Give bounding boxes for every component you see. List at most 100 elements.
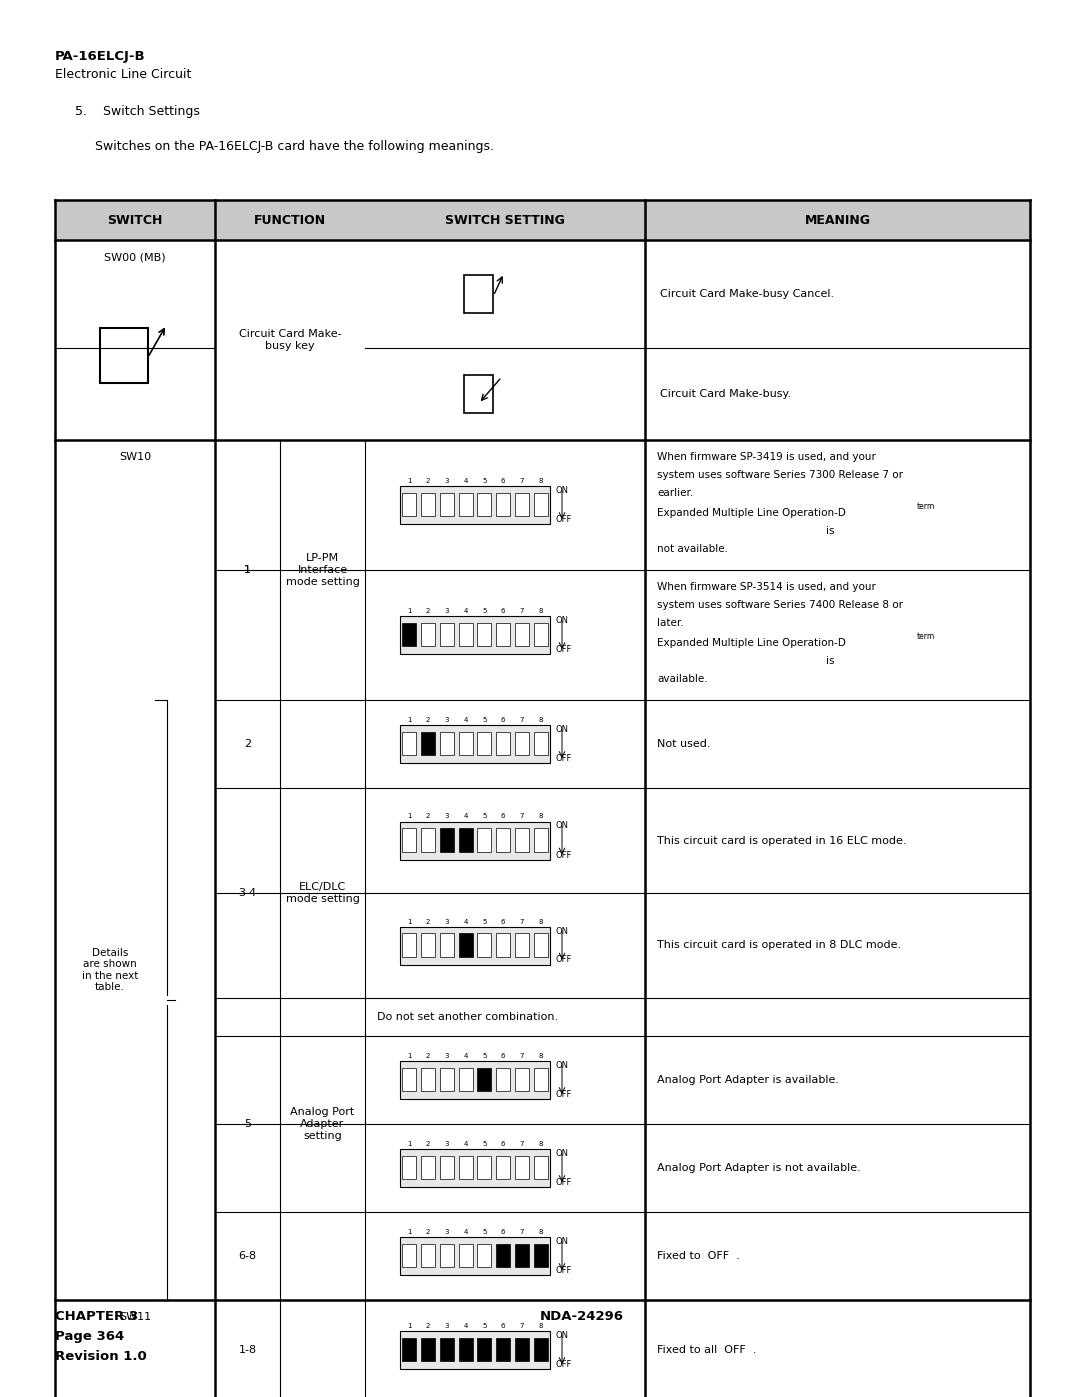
Text: 2: 2 xyxy=(426,813,430,820)
Bar xyxy=(440,828,454,852)
Bar xyxy=(477,732,491,756)
Text: later.: later. xyxy=(657,617,684,629)
Text: Analog Port Adapter is not available.: Analog Port Adapter is not available. xyxy=(657,1162,861,1173)
Bar xyxy=(459,493,473,517)
Bar xyxy=(534,828,548,852)
Text: term: term xyxy=(917,631,935,641)
Bar xyxy=(515,828,529,852)
Bar xyxy=(403,1155,417,1179)
Bar xyxy=(421,1155,435,1179)
Text: MEANING: MEANING xyxy=(805,214,870,226)
Bar xyxy=(496,493,510,517)
Bar xyxy=(400,486,550,524)
Text: Fixed to  OFF  .: Fixed to OFF . xyxy=(657,1250,740,1261)
Bar xyxy=(421,1067,435,1091)
Text: ON: ON xyxy=(555,616,568,624)
Bar xyxy=(403,623,417,647)
Text: Analog Port
Adapter
setting: Analog Port Adapter setting xyxy=(291,1108,354,1140)
Bar xyxy=(421,933,435,957)
Bar xyxy=(515,1155,529,1179)
Text: 6: 6 xyxy=(501,918,505,925)
Text: 2: 2 xyxy=(426,608,430,615)
Bar xyxy=(400,1331,550,1369)
Bar xyxy=(421,828,435,852)
Text: OFF: OFF xyxy=(555,956,571,964)
Text: ON: ON xyxy=(555,1060,568,1070)
Bar xyxy=(400,616,550,654)
Text: OFF: OFF xyxy=(555,515,571,524)
Text: 6: 6 xyxy=(501,1323,505,1329)
Bar xyxy=(464,374,494,414)
Text: This circuit card is operated in 8 DLC mode.: This circuit card is operated in 8 DLC m… xyxy=(657,940,901,950)
Text: SW10: SW10 xyxy=(119,453,151,462)
Text: 3: 3 xyxy=(445,1229,449,1235)
Text: 3: 3 xyxy=(445,1053,449,1059)
Text: 8: 8 xyxy=(538,478,543,483)
Text: 6: 6 xyxy=(501,478,505,483)
Bar xyxy=(440,623,454,647)
Bar xyxy=(477,1155,491,1179)
Bar xyxy=(403,828,417,852)
Text: 6: 6 xyxy=(501,813,505,820)
Text: 1: 1 xyxy=(407,1053,411,1059)
Bar xyxy=(496,1067,510,1091)
Text: Page 364: Page 364 xyxy=(55,1330,124,1343)
Text: 6: 6 xyxy=(501,1141,505,1147)
Bar xyxy=(477,493,491,517)
Text: 3: 3 xyxy=(445,1141,449,1147)
Text: 6: 6 xyxy=(501,1229,505,1235)
Bar xyxy=(459,1155,473,1179)
Text: 4: 4 xyxy=(463,608,468,615)
Text: 1: 1 xyxy=(407,918,411,925)
Text: 1: 1 xyxy=(407,608,411,615)
Text: 3: 3 xyxy=(445,813,449,820)
Text: is: is xyxy=(657,527,835,536)
Text: Circuit Card Make-busy Cancel.: Circuit Card Make-busy Cancel. xyxy=(660,289,834,299)
Bar xyxy=(440,1155,454,1179)
Bar xyxy=(400,1060,550,1099)
Bar xyxy=(440,933,454,957)
Bar xyxy=(459,732,473,756)
Text: CHAPTER 3: CHAPTER 3 xyxy=(55,1310,138,1323)
Text: LP-PM
Interface
mode setting: LP-PM Interface mode setting xyxy=(285,553,360,587)
Text: 7: 7 xyxy=(519,717,524,724)
Bar xyxy=(477,933,491,957)
Text: available.: available. xyxy=(657,673,707,685)
Bar xyxy=(477,1338,491,1362)
Bar xyxy=(534,1067,548,1091)
Bar xyxy=(477,1243,491,1267)
Text: 5: 5 xyxy=(482,813,487,820)
Text: SWITCH SETTING: SWITCH SETTING xyxy=(445,214,565,226)
Bar xyxy=(534,732,548,756)
Bar xyxy=(421,1243,435,1267)
Bar xyxy=(421,732,435,756)
Bar xyxy=(400,926,550,964)
Text: When firmware SP-3514 is used, and your: When firmware SP-3514 is used, and your xyxy=(657,583,876,592)
Bar xyxy=(403,732,417,756)
Text: 2: 2 xyxy=(426,918,430,925)
Text: 4: 4 xyxy=(463,1323,468,1329)
Text: When firmware SP-3419 is used, and your: When firmware SP-3419 is used, and your xyxy=(657,453,876,462)
Text: OFF: OFF xyxy=(555,645,571,654)
Text: ON: ON xyxy=(555,725,568,733)
Text: 8: 8 xyxy=(538,1323,543,1329)
Bar xyxy=(496,732,510,756)
Bar xyxy=(496,1338,510,1362)
Text: ON: ON xyxy=(555,821,568,830)
Text: 7: 7 xyxy=(519,478,524,483)
Text: 1: 1 xyxy=(407,1323,411,1329)
Bar xyxy=(440,1338,454,1362)
Text: SWITCH: SWITCH xyxy=(107,214,163,226)
Text: 5: 5 xyxy=(482,478,487,483)
Text: term: term xyxy=(917,502,935,511)
Bar xyxy=(440,1243,454,1267)
Bar xyxy=(403,1338,417,1362)
Text: PA-16ELCJ-B: PA-16ELCJ-B xyxy=(55,50,146,63)
Text: FUNCTION: FUNCTION xyxy=(254,214,326,226)
Text: ON: ON xyxy=(555,1148,568,1158)
Text: 2: 2 xyxy=(426,1229,430,1235)
Text: 5: 5 xyxy=(482,608,487,615)
Bar xyxy=(400,725,550,763)
Text: 5: 5 xyxy=(482,918,487,925)
Text: Analog Port Adapter is available.: Analog Port Adapter is available. xyxy=(657,1076,839,1085)
